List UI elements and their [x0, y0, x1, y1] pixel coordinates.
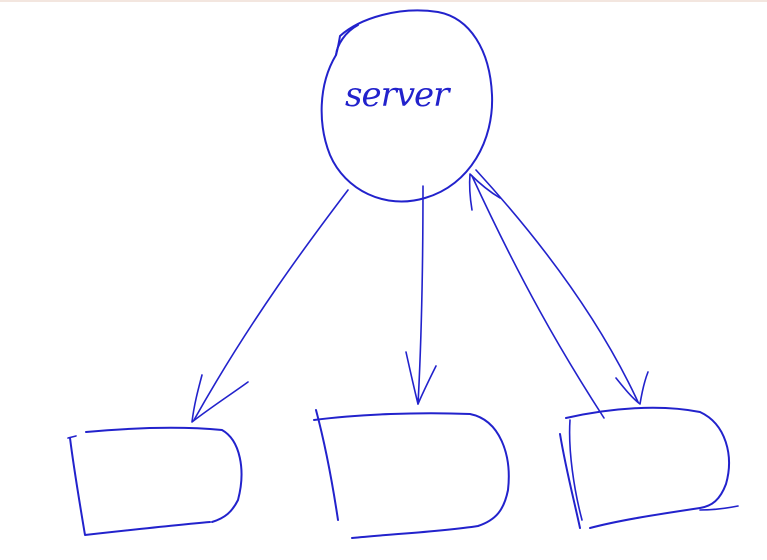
right-box-left-side-extra: [568, 419, 583, 521]
left-box-top-and-side: [85, 426, 243, 523]
arrow-server-to-left-box: [191, 189, 349, 423]
left-box: [67, 426, 243, 536]
arrow-head-middle: [405, 351, 437, 405]
left-box-outline: [69, 437, 211, 536]
arrow-server-to-middle-box: [405, 185, 437, 405]
server-circle-overlap: [335, 24, 359, 56]
arrow-server-to-right-box: [475, 169, 649, 405]
arrow-right-box-to-server: [468, 173, 605, 419]
arrow-head-left: [191, 374, 249, 423]
arrow-line-left: [193, 189, 349, 421]
arrow-line-middle: [417, 185, 424, 405]
arrow-line-right-down: [475, 169, 639, 403]
arrow-head-right-up: [468, 173, 501, 211]
right-box-tail: [699, 505, 739, 511]
left-box-tick: [67, 435, 77, 439]
right-box-top-and-side: [565, 406, 730, 529]
middle-box-top-and-side: [313, 412, 510, 539]
middle-box: [313, 409, 510, 539]
right-box-left-side: [559, 433, 581, 529]
arrow-head-right-down: [615, 371, 649, 405]
arrow-line-right-up: [471, 175, 605, 419]
top-border-strip: [0, 0, 767, 2]
server-node: server: [320, 9, 494, 203]
server-label: server: [345, 75, 451, 115]
middle-box-outline: [315, 409, 339, 521]
right-box: [559, 406, 739, 529]
server-circle: [320, 9, 494, 203]
